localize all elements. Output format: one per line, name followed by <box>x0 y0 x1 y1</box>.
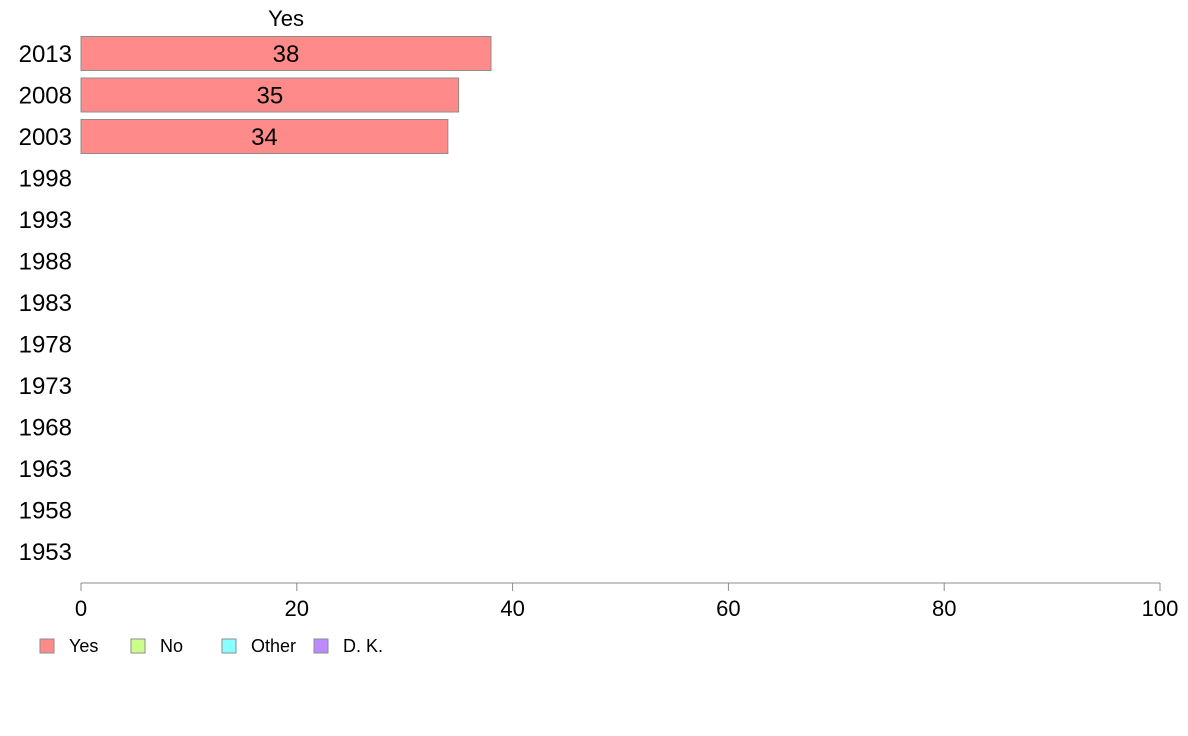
y-tick-label: 1993 <box>19 207 72 234</box>
legend-swatch <box>313 638 329 654</box>
bar <box>80 77 460 113</box>
y-tick-label: 1998 <box>19 166 72 193</box>
bar-value-label: 38 <box>273 41 300 68</box>
x-tick-label: 60 <box>716 596 740 621</box>
y-tick-label: 1988 <box>19 249 72 276</box>
y-tick-label: 2003 <box>19 124 72 151</box>
y-tick-label: 1963 <box>19 456 72 483</box>
x-tick-label: 0 <box>75 596 87 621</box>
legend: Yes No Other D. K. <box>39 636 383 656</box>
legend-swatch <box>221 638 237 654</box>
bar-value-label: 35 <box>256 83 283 110</box>
legend-swatch <box>130 638 146 654</box>
legend-label: D. K. <box>343 636 383 656</box>
x-tick-label: 80 <box>932 596 956 621</box>
x-tick-label: 100 <box>1142 596 1179 621</box>
y-tick-label: 2013 <box>19 41 72 68</box>
legend-label: No <box>160 636 183 656</box>
y-tick-label: 1958 <box>19 498 72 525</box>
legend-swatch <box>39 638 55 654</box>
bar <box>80 36 492 71</box>
x-tick-label: 40 <box>500 596 524 621</box>
series-header-group: Yes <box>268 6 304 31</box>
bars-group: 38 35 34 <box>80 36 492 154</box>
y-tick-label: 1978 <box>19 332 72 359</box>
y-tick-label: 1973 <box>19 373 72 400</box>
bar-value-label: 34 <box>251 124 278 151</box>
y-axis-labels: 2013 2008 2003 1998 1993 1988 1983 1978 1973 1968… <box>19 41 72 566</box>
y-tick-label: 1968 <box>19 415 72 442</box>
x-tick-label: 20 <box>285 596 309 621</box>
series-header-label: Yes <box>268 6 304 31</box>
x-axis: 0 20 40 60 80 100 <box>75 582 1179 621</box>
legend-label: Yes <box>69 636 98 656</box>
legend-label: Other <box>251 636 296 656</box>
bar <box>80 119 449 154</box>
y-tick-label: 1983 <box>19 290 72 317</box>
y-tick-label: 2008 <box>19 83 72 110</box>
y-tick-label: 1953 <box>19 539 72 566</box>
